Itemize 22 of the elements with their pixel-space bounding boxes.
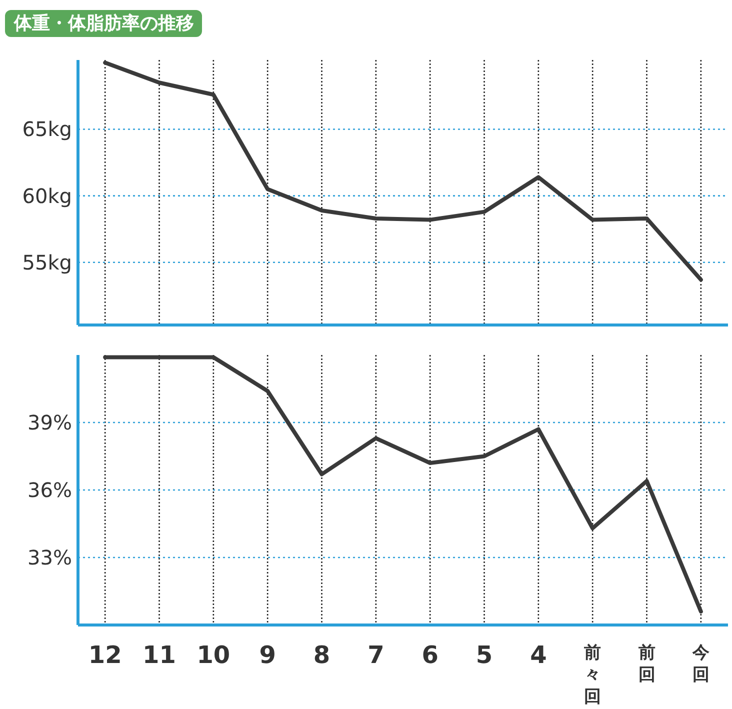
x-tick-label: 8 — [313, 641, 330, 669]
line-series — [103, 355, 703, 614]
title: 体重・体脂肪率の推移 — [5, 10, 202, 37]
y-tick-label: 39% — [28, 410, 72, 434]
x-tick-label: 10 — [196, 641, 230, 669]
y-tick-label: 65kg — [22, 117, 72, 142]
chart-title: 体重・体脂肪率の推移 — [13, 13, 194, 34]
x-tick-label: 7 — [368, 641, 384, 669]
x-tick-label: 6 — [422, 641, 438, 669]
x-tick-label: 今回 — [691, 643, 710, 685]
y-tick-label: 36% — [28, 478, 72, 502]
y-tick-label: 55kg — [22, 250, 72, 274]
x-tick-label: 前々回 — [583, 643, 602, 707]
x-tick-label: 前回 — [637, 643, 656, 685]
y-tick-label: 60kg — [22, 184, 72, 208]
x-tick-label: 12 — [88, 641, 122, 669]
line-series — [103, 60, 703, 282]
x-tick-label: 11 — [142, 641, 176, 669]
x-tick-label: 9 — [259, 641, 276, 669]
y-tick-label: 33% — [28, 546, 72, 570]
x-tick-label: 4 — [530, 641, 547, 669]
x-tick-label: 5 — [476, 641, 493, 669]
